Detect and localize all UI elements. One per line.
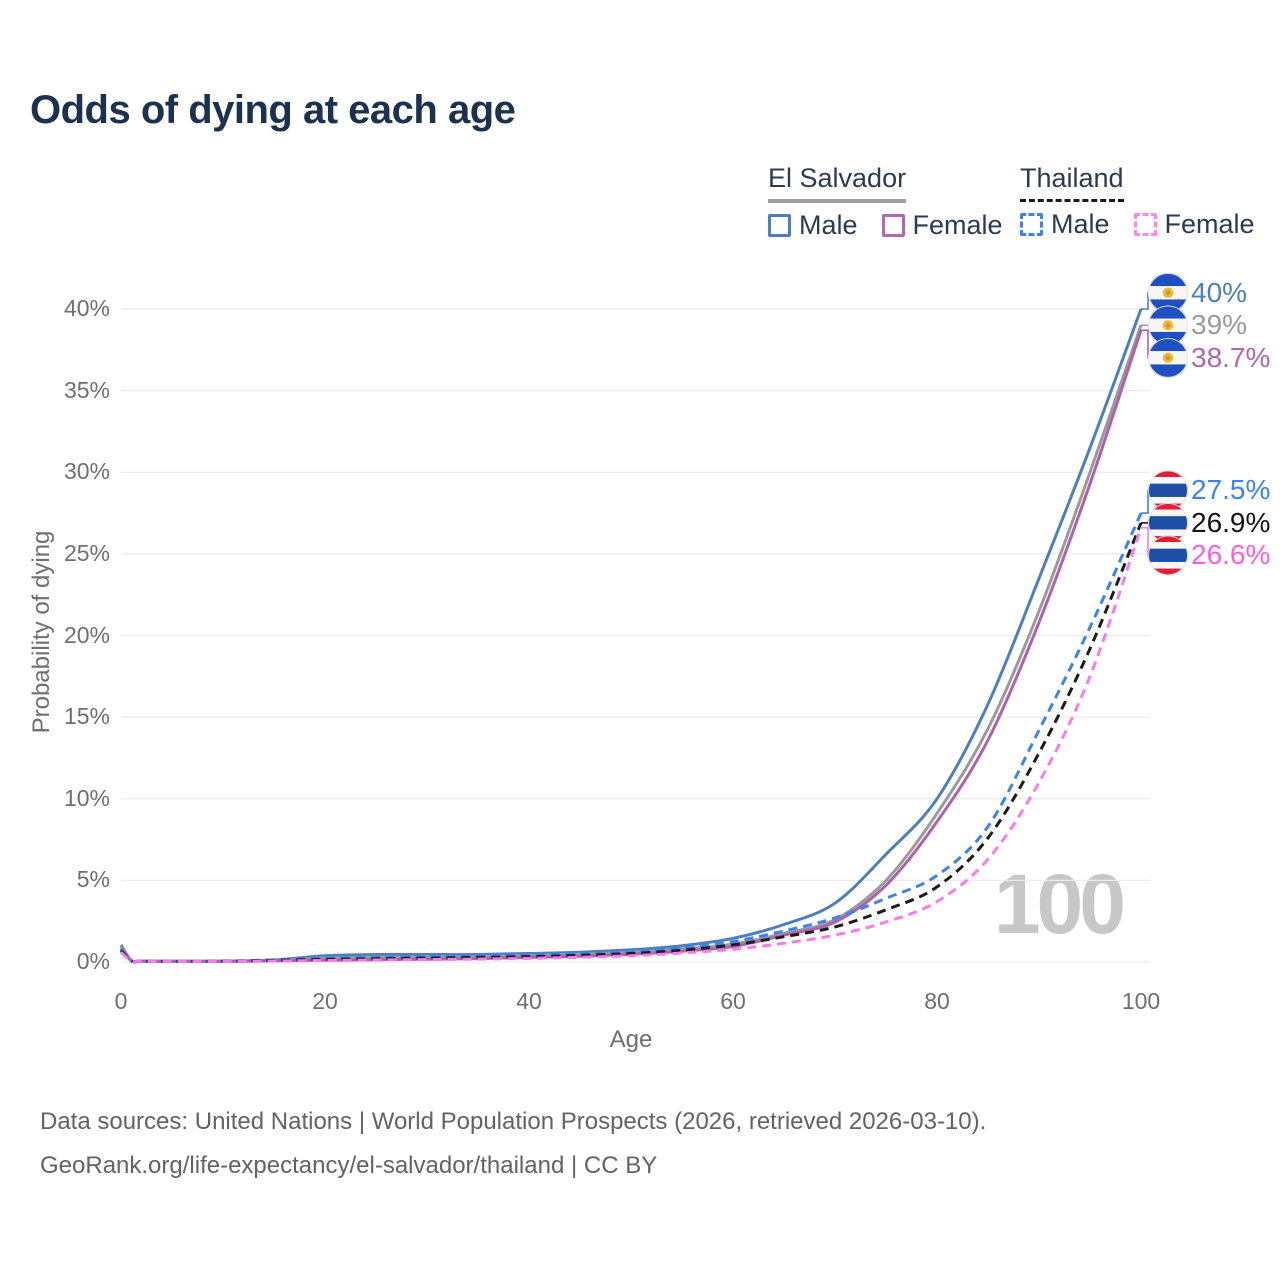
y-tick-label: 10%: [63, 784, 110, 811]
y-tick-label: 30%: [63, 458, 110, 485]
end-value-el-salvador-both: 39%: [1191, 309, 1248, 341]
series-line-thailand-both[interactable]: [119, 522, 1143, 964]
x-tick-label: 40: [516, 988, 542, 1014]
end-value-el-salvador-female: 38.7%: [1191, 341, 1271, 373]
page-title: Odds of dying at each age: [30, 88, 516, 132]
end-value-thailand-both: 26.9%: [1191, 506, 1271, 538]
y-tick-label: 40%: [63, 295, 110, 321]
y-axis-title: Probability of dying: [28, 530, 55, 734]
x-axis-title: Age: [609, 1026, 653, 1053]
legend-label-thailand-female: Female: [1164, 209, 1255, 239]
legend-swatch-thailand-female: [1133, 213, 1157, 236]
series-line-el-salvador-female[interactable]: [119, 329, 1143, 964]
thailand-flag-icon: [1148, 535, 1188, 576]
legend-item-thailand-male[interactable]: Male: [1020, 209, 1110, 240]
legend-country-el-salvador: El Salvador: [768, 163, 907, 203]
legend-country-thailand: Thailand: [1020, 163, 1124, 202]
legend-items-thailand: Male Female: [1020, 209, 1255, 240]
legend-item-el-salvador-female[interactable]: Female: [881, 210, 1003, 241]
y-tick-label: 5%: [76, 866, 110, 893]
series-line-el-salvador-both[interactable]: [119, 324, 1143, 964]
legend-group-thailand: Thailand Male Female: [1020, 163, 1255, 240]
footer-source-line: Data sources: United Nations | World Pop…: [40, 1108, 987, 1135]
legend-group-el-salvador: El Salvador Male Female: [768, 163, 1003, 241]
legend-item-thailand-female[interactable]: Female: [1133, 209, 1255, 240]
legend-swatch-thailand-male: [1020, 213, 1043, 236]
legend-swatch-el-salvador-male: [768, 214, 791, 237]
legend-label-thailand-male: Male: [1051, 209, 1110, 239]
y-tick-label: 20%: [63, 621, 110, 648]
series-line-thailand-female[interactable]: [119, 527, 1143, 964]
x-tick-label: 100: [1121, 988, 1161, 1014]
legend-label-el-salvador-male: Male: [799, 210, 858, 240]
end-value-thailand-male: 27.5%: [1191, 474, 1271, 506]
legend-label-el-salvador-female: Female: [912, 210, 1003, 240]
legend-items-el-salvador: Male Female: [768, 210, 1003, 241]
footer: Data sources: United Nations | World Pop…: [40, 1100, 986, 1188]
y-tick-label: 25%: [63, 539, 110, 566]
age-counter-watermark: 100: [993, 857, 1126, 951]
legend-swatch-el-salvador-female: [881, 214, 905, 237]
footer-url-line: GeoRank.org/life-expectancy/el-salvador/…: [40, 1152, 658, 1179]
el-salvador-flag-icon: [1148, 337, 1188, 378]
x-tick-label: 60: [720, 988, 746, 1014]
x-tick-label: 80: [924, 988, 950, 1014]
y-tick-label: 0%: [76, 948, 110, 974]
end-value-el-salvador-male: 40%: [1191, 276, 1248, 308]
x-tick-label: 0: [114, 988, 128, 1014]
y-tick-label: 15%: [63, 703, 110, 730]
end-value-thailand-female: 26.6%: [1191, 539, 1271, 571]
legend-item-el-salvador-male[interactable]: Male: [768, 210, 858, 241]
y-tick-label: 35%: [63, 376, 110, 403]
x-tick-label: 20: [312, 988, 338, 1014]
